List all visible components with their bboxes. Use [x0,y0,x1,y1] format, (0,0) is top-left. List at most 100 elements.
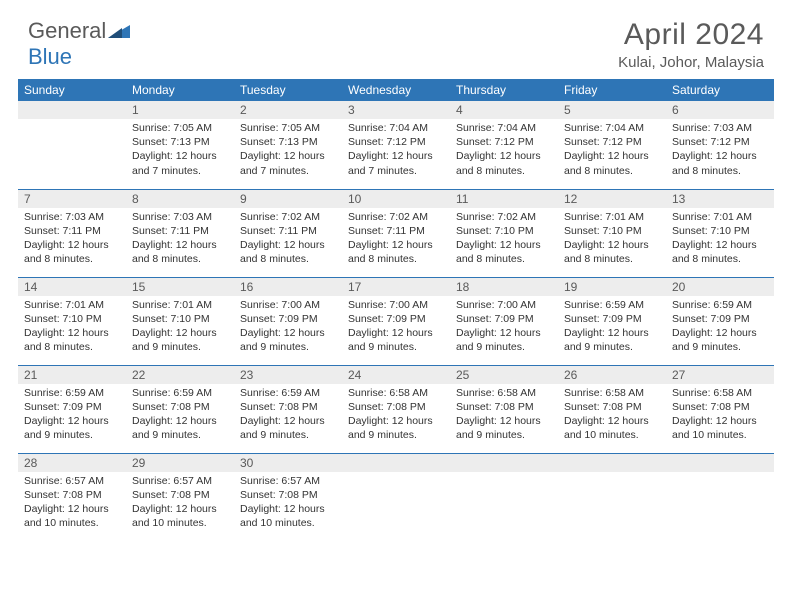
day-line: Sunrise: 7:00 AM [240,298,336,312]
day-line: Daylight: 12 hours and 8 minutes. [672,149,768,177]
day-line: Daylight: 12 hours and 10 minutes. [672,414,768,442]
day-body: Sunrise: 7:04 AMSunset: 7:12 PMDaylight:… [342,119,450,184]
logo: GeneralBlue [28,18,130,70]
day-line: Daylight: 12 hours and 10 minutes. [240,502,336,530]
day-cell: 27Sunrise: 6:58 AMSunset: 7:08 PMDayligh… [666,365,774,453]
day-line: Daylight: 12 hours and 9 minutes. [348,414,444,442]
day-line: Sunset: 7:10 PM [672,224,768,238]
day-line: Daylight: 12 hours and 9 minutes. [132,326,228,354]
day-cell [558,453,666,541]
day-cell: 1Sunrise: 7:05 AMSunset: 7:13 PMDaylight… [126,101,234,189]
day-body: Sunrise: 6:59 AMSunset: 7:09 PMDaylight:… [558,296,666,361]
day-body: Sunrise: 7:01 AMSunset: 7:10 PMDaylight:… [126,296,234,361]
day-line: Sunrise: 6:59 AM [240,386,336,400]
week-row: 7Sunrise: 7:03 AMSunset: 7:11 PMDaylight… [18,189,774,277]
day-cell: 24Sunrise: 6:58 AMSunset: 7:08 PMDayligh… [342,365,450,453]
day-line: Sunrise: 6:57 AM [24,474,120,488]
day-body: Sunrise: 7:00 AMSunset: 7:09 PMDaylight:… [342,296,450,361]
day-body: Sunrise: 6:57 AMSunset: 7:08 PMDaylight:… [234,472,342,537]
day-body: Sunrise: 6:57 AMSunset: 7:08 PMDaylight:… [18,472,126,537]
day-line: Sunrise: 7:04 AM [564,121,660,135]
day-line: Sunset: 7:12 PM [564,135,660,149]
day-number: 27 [666,366,774,384]
day-cell: 26Sunrise: 6:58 AMSunset: 7:08 PMDayligh… [558,365,666,453]
day-line: Sunset: 7:08 PM [24,488,120,502]
day-cell [18,101,126,189]
day-line: Sunset: 7:09 PM [672,312,768,326]
day-number: 5 [558,101,666,119]
day-number: 16 [234,278,342,296]
day-line: Sunrise: 7:01 AM [24,298,120,312]
day-body: Sunrise: 6:59 AMSunset: 7:08 PMDaylight:… [234,384,342,449]
day-line: Daylight: 12 hours and 7 minutes. [348,149,444,177]
day-line: Daylight: 12 hours and 8 minutes. [564,149,660,177]
day-body: Sunrise: 6:59 AMSunset: 7:09 PMDaylight:… [18,384,126,449]
day-body: Sunrise: 6:58 AMSunset: 7:08 PMDaylight:… [342,384,450,449]
day-header: Monday [126,79,234,101]
logo-part1: General [28,18,106,43]
day-line: Daylight: 12 hours and 9 minutes. [240,414,336,442]
day-line: Sunset: 7:09 PM [348,312,444,326]
day-cell [666,453,774,541]
day-cell: 10Sunrise: 7:02 AMSunset: 7:11 PMDayligh… [342,189,450,277]
day-number: 24 [342,366,450,384]
day-line: Sunrise: 7:01 AM [564,210,660,224]
day-line: Sunset: 7:10 PM [132,312,228,326]
day-line: Sunrise: 7:04 AM [348,121,444,135]
day-number: 28 [18,454,126,472]
day-cell: 3Sunrise: 7:04 AMSunset: 7:12 PMDaylight… [342,101,450,189]
day-number [342,454,450,472]
day-cell: 8Sunrise: 7:03 AMSunset: 7:11 PMDaylight… [126,189,234,277]
day-cell: 19Sunrise: 6:59 AMSunset: 7:09 PMDayligh… [558,277,666,365]
day-number [666,454,774,472]
day-line: Sunset: 7:10 PM [456,224,552,238]
day-line: Sunrise: 7:00 AM [348,298,444,312]
day-line: Daylight: 12 hours and 9 minutes. [672,326,768,354]
day-cell [450,453,558,541]
day-header: Thursday [450,79,558,101]
day-line: Sunset: 7:09 PM [456,312,552,326]
day-line: Daylight: 12 hours and 10 minutes. [24,502,120,530]
day-line: Daylight: 12 hours and 9 minutes. [456,326,552,354]
day-line: Daylight: 12 hours and 8 minutes. [24,326,120,354]
day-line: Sunrise: 6:59 AM [24,386,120,400]
day-number: 2 [234,101,342,119]
day-line: Sunrise: 7:02 AM [456,210,552,224]
day-number: 14 [18,278,126,296]
day-line: Sunset: 7:11 PM [24,224,120,238]
day-line: Daylight: 12 hours and 9 minutes. [456,414,552,442]
day-line: Sunrise: 7:03 AM [672,121,768,135]
calendar-table: Sunday Monday Tuesday Wednesday Thursday… [18,79,774,541]
day-body: Sunrise: 7:02 AMSunset: 7:10 PMDaylight:… [450,208,558,273]
day-number: 15 [126,278,234,296]
day-number: 19 [558,278,666,296]
day-line: Sunset: 7:09 PM [240,312,336,326]
day-line: Sunset: 7:08 PM [456,400,552,414]
day-line: Daylight: 12 hours and 8 minutes. [456,149,552,177]
day-line: Daylight: 12 hours and 8 minutes. [24,238,120,266]
day-line: Sunset: 7:08 PM [240,488,336,502]
day-cell: 7 Sunrise: 7:03 AMSunset: 7:11 PMDaylight… [18,189,126,277]
day-line: Sunrise: 7:03 AM [24,210,120,224]
day-line: Sunset: 7:09 PM [24,400,120,414]
location-text: Kulai, Johor, Malaysia [618,54,764,71]
day-cell: 28Sunrise: 6:57 AMSunset: 7:08 PMDayligh… [18,453,126,541]
day-line: Daylight: 12 hours and 8 minutes. [456,238,552,266]
calendar-body: 1Sunrise: 7:05 AMSunset: 7:13 PMDaylight… [18,101,774,541]
day-cell: 18Sunrise: 7:00 AMSunset: 7:09 PMDayligh… [450,277,558,365]
day-header: Sunday [18,79,126,101]
day-cell: 22Sunrise: 6:59 AMSunset: 7:08 PMDayligh… [126,365,234,453]
day-line: Daylight: 12 hours and 9 minutes. [348,326,444,354]
day-line: Sunset: 7:08 PM [132,400,228,414]
day-number: 7 [18,190,126,208]
day-line: Daylight: 12 hours and 7 minutes. [240,149,336,177]
day-cell: 4Sunrise: 7:04 AMSunset: 7:12 PMDaylight… [450,101,558,189]
day-number: 25 [450,366,558,384]
day-line: Sunrise: 6:58 AM [456,386,552,400]
day-line: Sunset: 7:12 PM [672,135,768,149]
day-body: Sunrise: 7:00 AMSunset: 7:09 PMDaylight:… [450,296,558,361]
day-body: Sunrise: 7:02 AMSunset: 7:11 PMDaylight:… [234,208,342,273]
header: GeneralBlue April 2024 Kulai, Johor, Mal… [0,0,792,79]
day-cell: 14Sunrise: 7:01 AMSunset: 7:10 PMDayligh… [18,277,126,365]
day-line: Sunrise: 6:57 AM [240,474,336,488]
